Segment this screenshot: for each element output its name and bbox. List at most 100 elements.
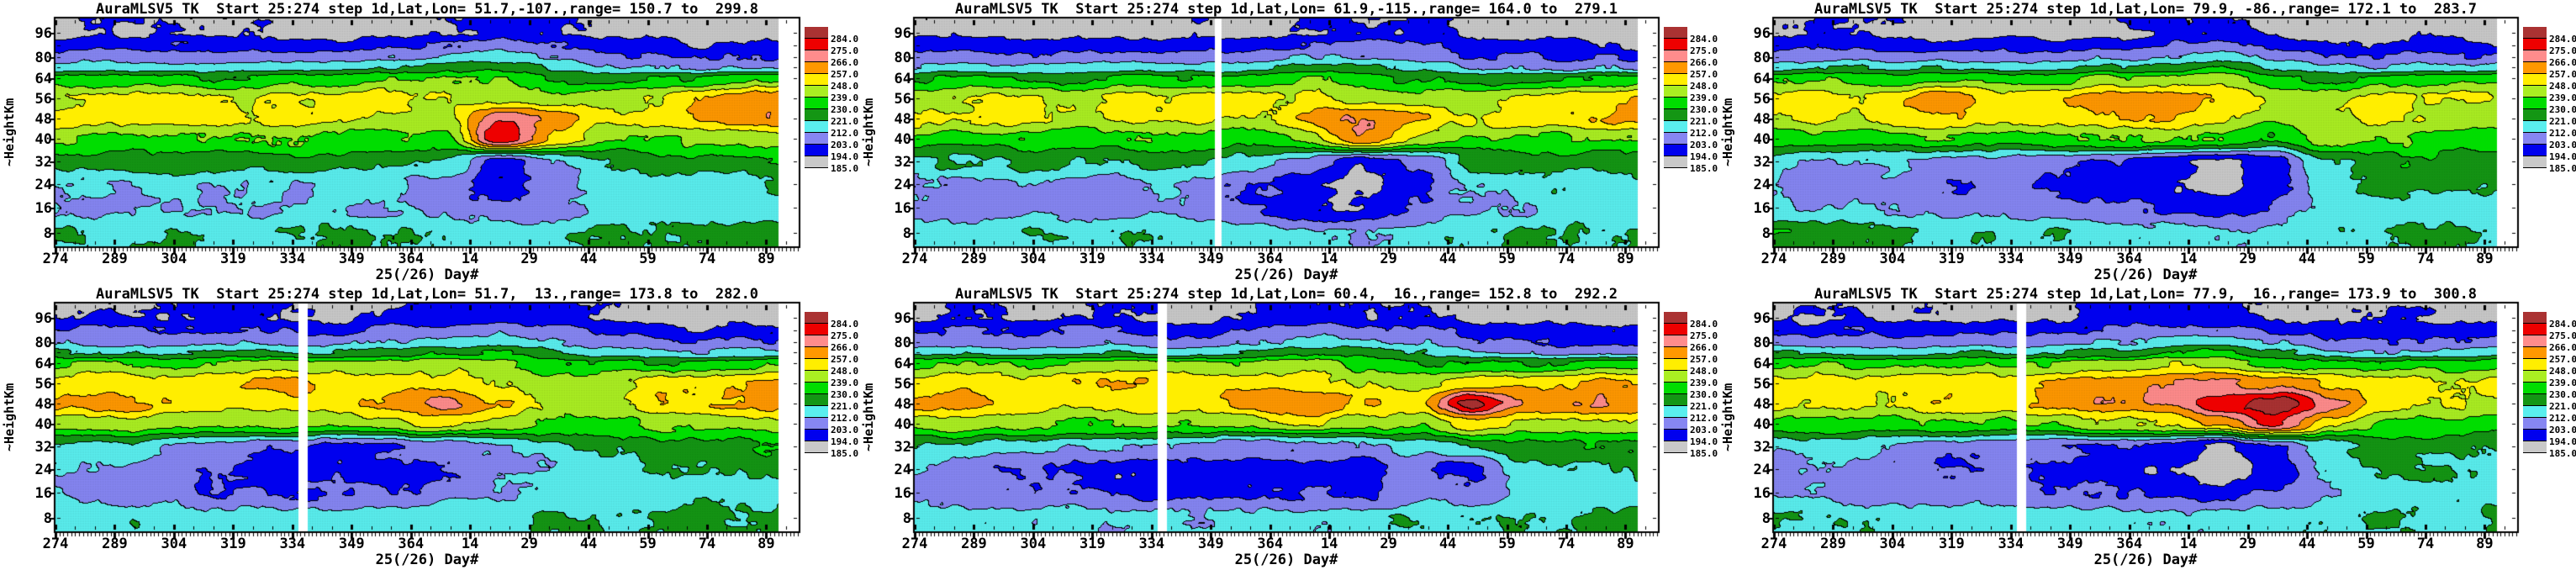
x-tick-label: 74 xyxy=(698,536,716,552)
x-tick-label: 289 xyxy=(961,536,987,552)
x-tick-label: 59 xyxy=(2357,536,2375,552)
colorbar-label: 185.0 xyxy=(831,163,859,174)
x-tick-label: 14 xyxy=(2179,251,2198,267)
x-tick-label: 44 xyxy=(1438,251,1457,267)
panel-title: AuraMLSV5 TK Start 25:274 step 1d,Lat,Lo… xyxy=(954,286,1618,303)
colorbar-swatch xyxy=(805,133,828,145)
y-tick-label: 48 xyxy=(1753,110,1771,128)
colorbar-label: 203.0 xyxy=(2549,425,2576,435)
x-tick-label: 304 xyxy=(161,536,187,552)
x-tick-label: 44 xyxy=(2298,536,2316,552)
x-tick-label: 274 xyxy=(42,536,69,552)
colorbar-label: 248.0 xyxy=(2549,81,2576,92)
y-tick-label: 16 xyxy=(894,485,911,503)
colorbar-label: 248.0 xyxy=(1690,366,1718,377)
contour-panel: AuraMLSV5 TK Start 25:274 step 1d,Lat,Lo… xyxy=(0,285,858,570)
colorbar-label: 257.0 xyxy=(2549,354,2576,365)
colorbar-label: 194.0 xyxy=(2549,436,2576,447)
colorbar-label: 185.0 xyxy=(1690,163,1718,174)
x-tick-label: 29 xyxy=(1380,536,1397,552)
colorbar-swatch xyxy=(805,406,828,418)
colorbar-swatch xyxy=(805,359,828,371)
x-tick-label: 334 xyxy=(279,536,306,552)
colorbar-label: 284.0 xyxy=(2549,319,2576,330)
y-tick-label: 24 xyxy=(894,462,911,479)
y-tick-label: 24 xyxy=(34,462,52,479)
colorbar-swatch xyxy=(1664,394,1687,406)
colorbar-label: 257.0 xyxy=(1690,69,1718,80)
x-tick-label: 319 xyxy=(1079,536,1106,552)
colorbar-label: 203.0 xyxy=(1690,140,1718,150)
colorbar-swatch xyxy=(1664,50,1687,62)
contour-panel: AuraMLSV5 TK Start 25:274 step 1d,Lat,Lo… xyxy=(859,0,1718,285)
y-tick-label: 80 xyxy=(34,49,52,66)
colorbar-label: 212.0 xyxy=(831,413,859,424)
colorbar-swatch xyxy=(805,394,828,406)
colorbar-label: 239.0 xyxy=(2549,377,2576,388)
colorbar-label: 284.0 xyxy=(1690,34,1718,45)
y-tick-label: 80 xyxy=(894,334,911,351)
x-tick-label: 59 xyxy=(1498,251,1516,267)
x-tick-label: 364 xyxy=(398,536,425,552)
colorbar-label: 221.0 xyxy=(1690,116,1718,127)
x-tick-label: 74 xyxy=(2416,536,2435,552)
colorbar-label: 221.0 xyxy=(831,116,859,127)
colorbar-swatch xyxy=(1664,109,1687,121)
colorbar-swatch xyxy=(1664,406,1687,418)
y-tick-label: 64 xyxy=(1753,355,1771,372)
y-tick-label: 8 xyxy=(1761,510,1771,528)
colorbar-swatch xyxy=(805,324,828,335)
y-tick-label: 8 xyxy=(902,510,911,528)
x-tick-label: 334 xyxy=(1998,536,2024,552)
colorbar-label: 275.0 xyxy=(2549,330,2576,341)
y-tick-label: 56 xyxy=(894,90,911,108)
x-tick-label: 89 xyxy=(757,251,775,267)
colorbar-swatch xyxy=(805,121,828,133)
x-tick-label: 89 xyxy=(2476,251,2494,267)
x-tick-label: 59 xyxy=(639,251,657,267)
x-tick-label: 74 xyxy=(2416,251,2435,267)
x-tick-label: 304 xyxy=(1879,251,1906,267)
colorbar-swatch xyxy=(805,441,828,453)
y-tick-label: 56 xyxy=(34,90,52,108)
y-tick-label: 48 xyxy=(894,395,911,413)
colorbar-swatch xyxy=(2523,50,2547,62)
colorbar-label: 203.0 xyxy=(1690,425,1718,435)
x-axis-label: 25(/26) Day# xyxy=(2093,267,2198,283)
colorbar-swatch xyxy=(1664,27,1687,39)
y-tick-label: 32 xyxy=(894,154,911,172)
x-tick-label: 89 xyxy=(2476,536,2494,552)
x-tick-label: 289 xyxy=(1820,536,1846,552)
y-tick-label: 32 xyxy=(34,439,52,457)
colorbar-swatch xyxy=(2523,347,2547,359)
colorbar-label: 257.0 xyxy=(2549,69,2576,80)
colorbar-swatch xyxy=(805,145,828,156)
colorbar-label: 230.0 xyxy=(2549,389,2576,400)
colorbar-swatch xyxy=(1664,156,1687,168)
colorbar-swatch xyxy=(2523,74,2547,86)
colorbar-swatch xyxy=(805,347,828,359)
x-tick-label: 274 xyxy=(1760,536,1787,552)
colorbar-swatch xyxy=(805,74,828,86)
contour-panel: AuraMLSV5 TK Start 25:274 step 1d,Lat,Lo… xyxy=(0,0,858,285)
colorbar-swatch xyxy=(805,430,828,441)
contour-panel: AuraMLSV5 TK Start 25:274 step 1d,Lat,Lo… xyxy=(1718,285,2576,570)
colorbar-swatch xyxy=(2523,62,2547,74)
colorbar-label: 221.0 xyxy=(2549,116,2576,127)
colorbar-label: 230.0 xyxy=(1690,389,1718,400)
colorbar-label: 266.0 xyxy=(1690,342,1718,353)
colorbar-swatch xyxy=(2523,98,2547,109)
colorbar-label: 248.0 xyxy=(1690,81,1718,92)
y-axis-label: ~HeightKm xyxy=(2,383,17,452)
y-tick-label: 80 xyxy=(1753,49,1771,66)
colorbar-swatch xyxy=(805,335,828,347)
x-tick-label: 334 xyxy=(279,251,306,267)
colorbar-swatch xyxy=(1664,98,1687,109)
x-tick-label: 319 xyxy=(219,536,246,552)
colorbar-swatch xyxy=(1664,430,1687,441)
x-tick-label: 89 xyxy=(1617,536,1634,552)
x-tick-label: 29 xyxy=(520,251,538,267)
y-tick-label: 24 xyxy=(1753,462,1771,479)
colorbar-swatch xyxy=(805,371,828,383)
contour-panel: AuraMLSV5 TK Start 25:274 step 1d,Lat,Lo… xyxy=(859,285,1718,570)
